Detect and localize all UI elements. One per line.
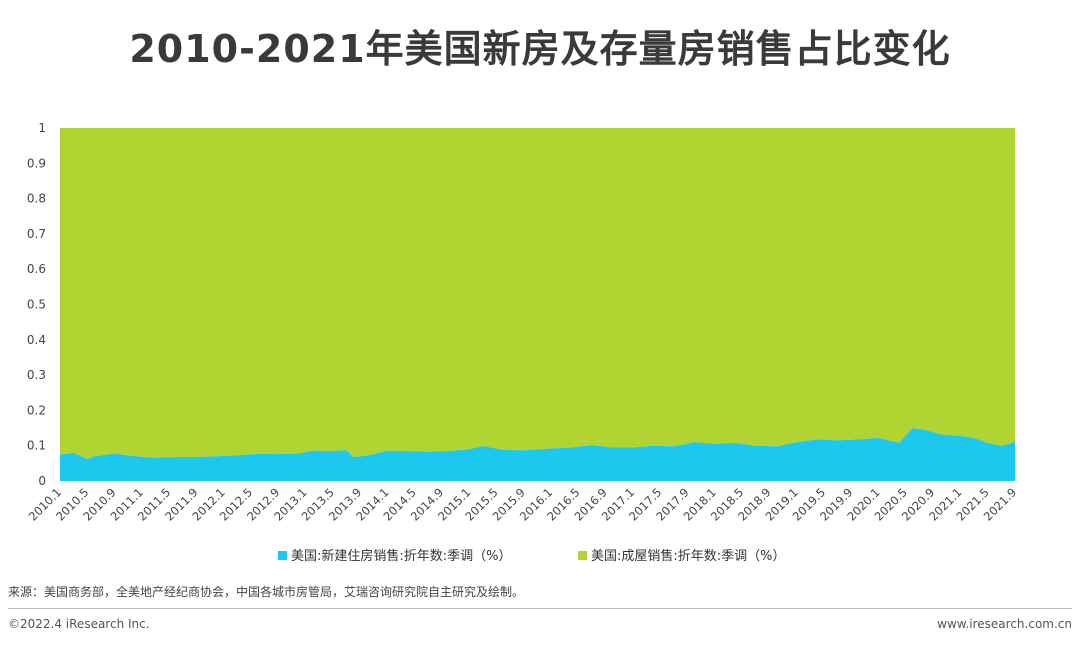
y-tick-label: 0.4: [27, 333, 46, 347]
y-tick-label: 1: [38, 121, 46, 135]
legend-swatch-existing-homes: [578, 551, 587, 560]
y-tick-label: 0.6: [27, 262, 46, 276]
stacked-area-chart: 00.10.20.30.40.50.60.70.80.912010.12010.…: [26, 121, 1019, 564]
y-tick-label: 0.9: [27, 156, 46, 170]
chart-title: 2010-2021年美国新房及存量房销售占比变化: [129, 27, 951, 71]
footer-divider: [8, 608, 1072, 609]
y-tick-label: 0.1: [27, 439, 46, 453]
y-tick-label: 0.7: [27, 227, 46, 241]
y-tick-label: 0.2: [27, 403, 46, 417]
y-tick-label: 0: [38, 474, 46, 488]
legend-swatch-new-homes: [278, 551, 287, 560]
y-tick-label: 0.5: [27, 298, 46, 312]
source-note: 来源：美国商务部，全美地产经纪商协会，中国各城市房管局，艾瑞咨询研究院自主研究及…: [8, 585, 525, 599]
existing-homes-area: [60, 128, 1015, 460]
copyright-text: ©2022.4 iResearch Inc.: [8, 617, 150, 631]
y-tick-label: 0.8: [27, 192, 46, 206]
legend-label-existing-homes: 美国:成屋销售:折年数:季调（%）: [591, 548, 786, 564]
website-url: www.iresearch.com.cn: [937, 617, 1072, 631]
y-tick-label: 0.3: [27, 368, 46, 382]
new-homes-area: [60, 428, 1015, 481]
legend-label-new-homes: 美国:新建住房销售:折年数:季调（%）: [291, 548, 512, 564]
